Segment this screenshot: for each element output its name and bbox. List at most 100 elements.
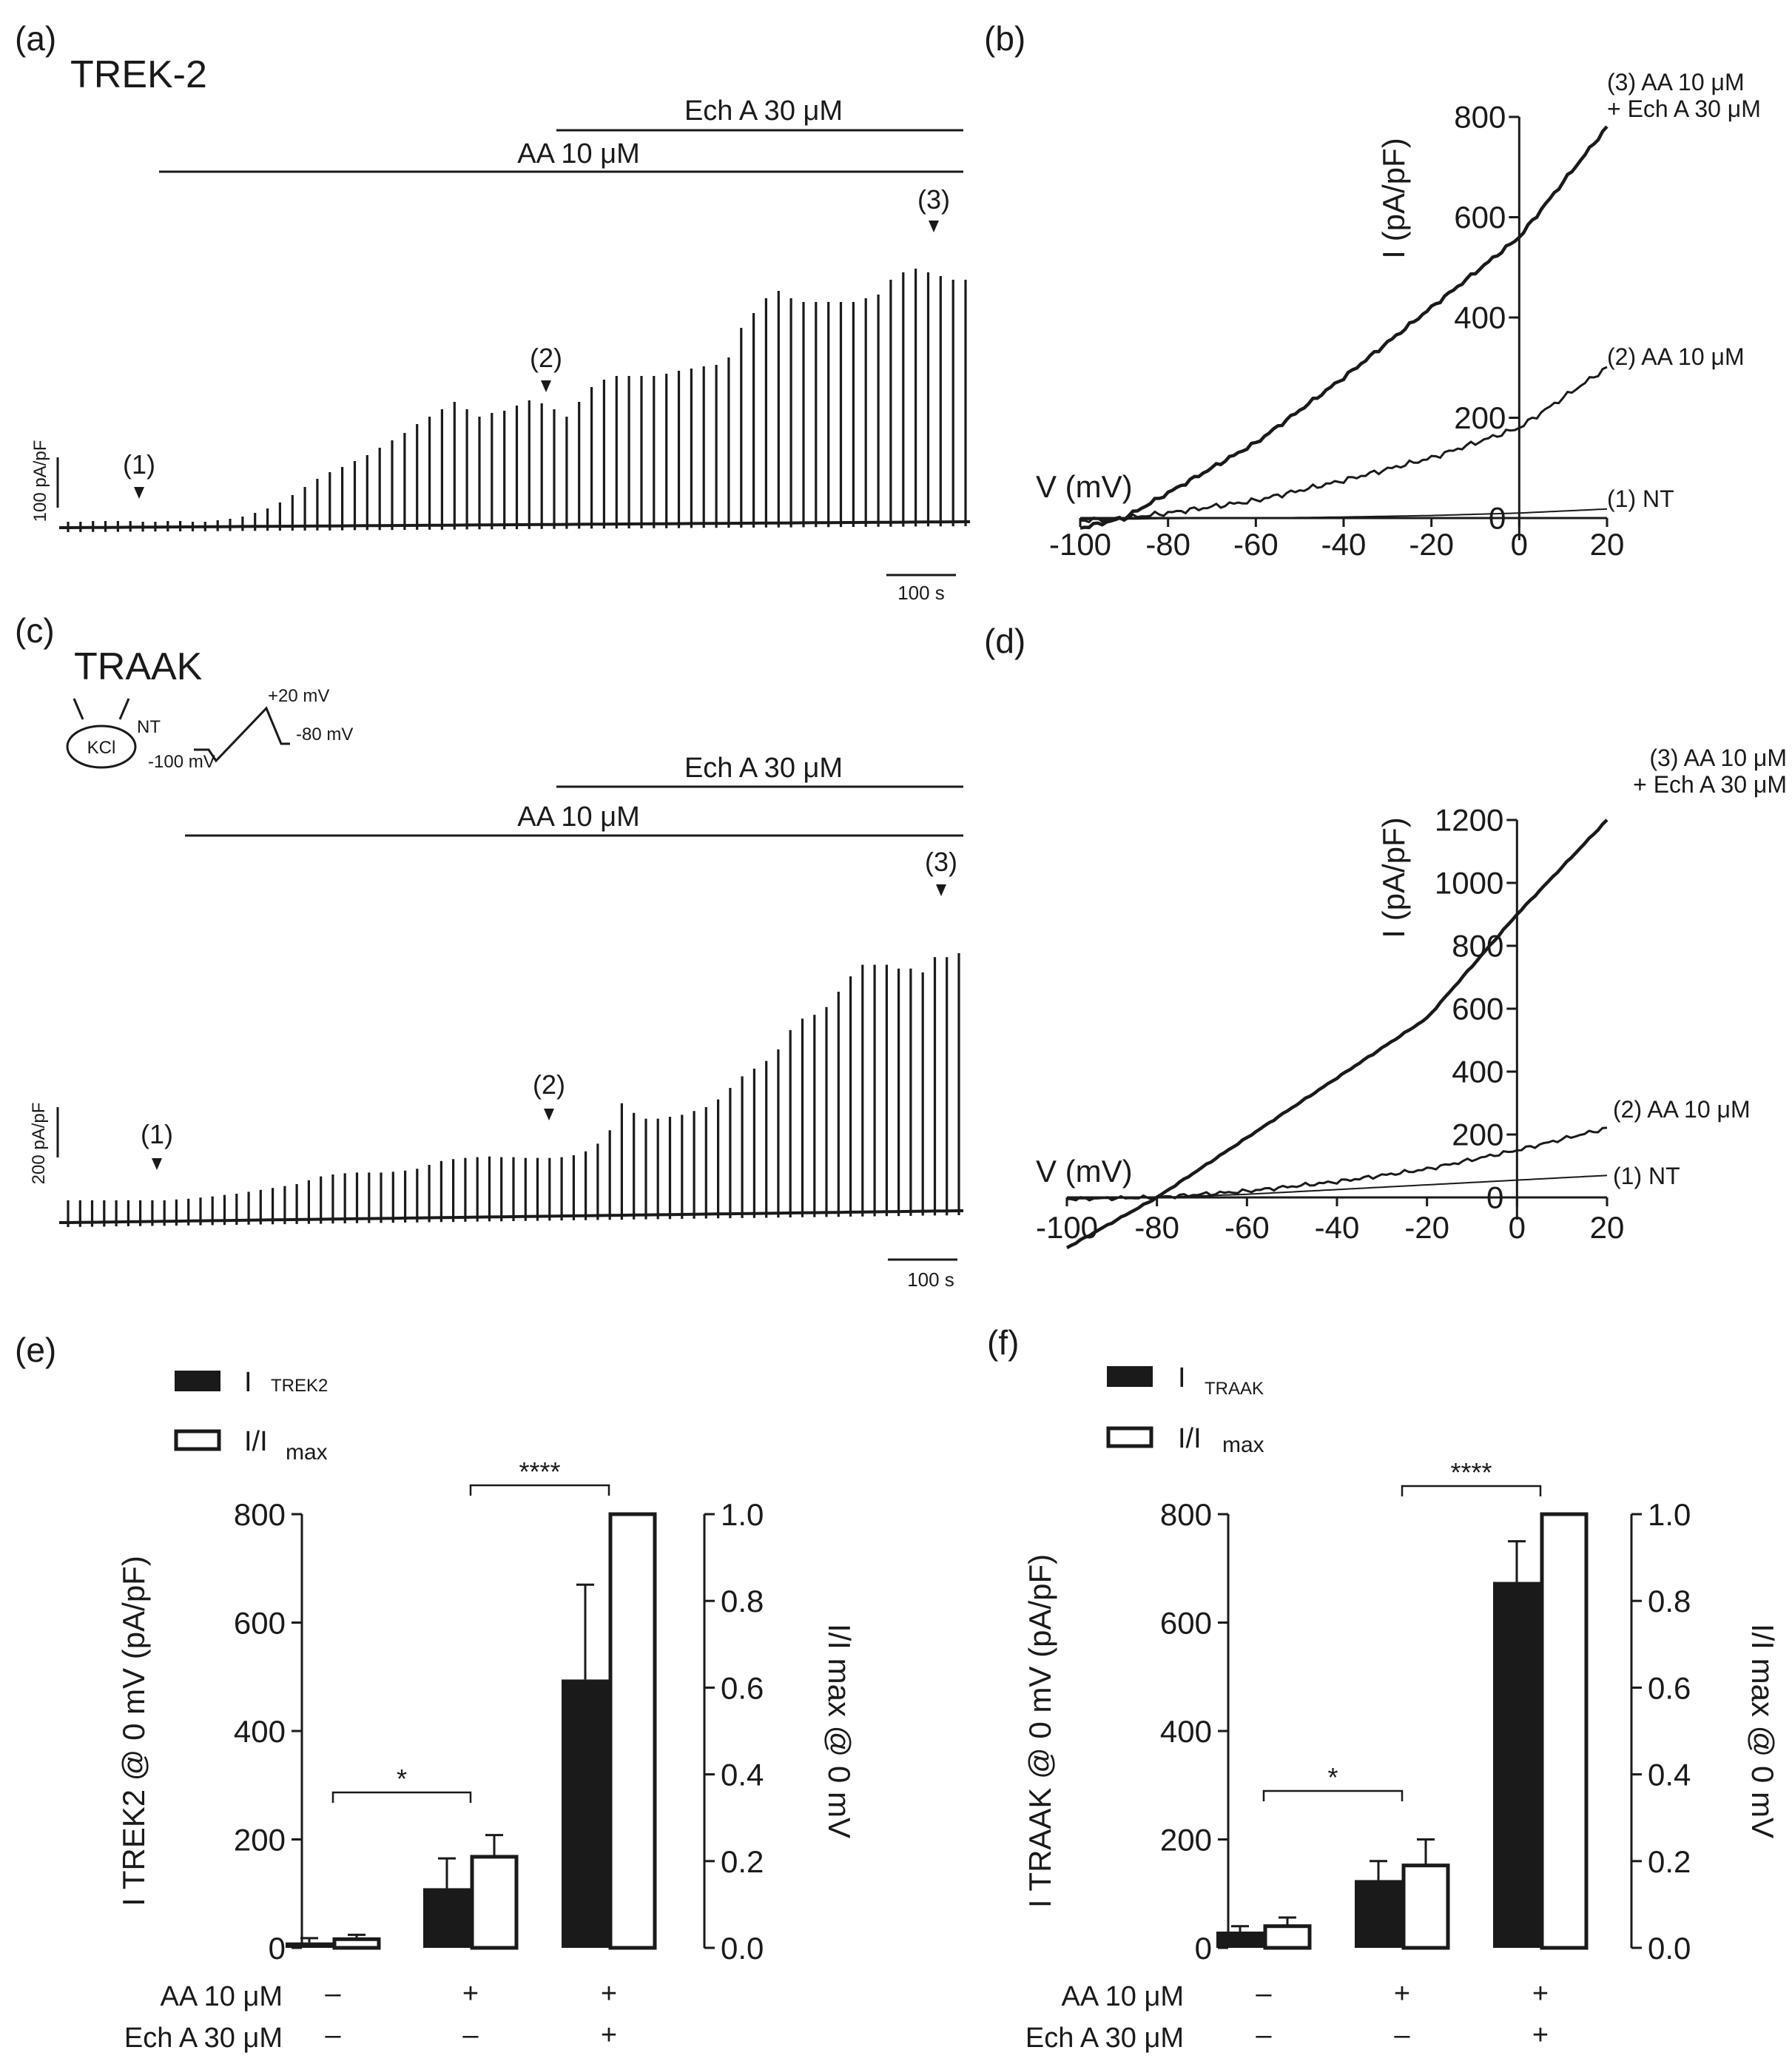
x-tick-label: 0 xyxy=(1509,1210,1526,1245)
treatment-label-2: Ech A 30 μM xyxy=(124,2023,283,2054)
panel-c-letter: (c) xyxy=(15,611,55,650)
panel-a-scale-x-label: 100 s xyxy=(897,582,945,604)
panel-c-marker-1: (1) xyxy=(141,1119,173,1149)
right-tick-label: 0.4 xyxy=(721,1758,764,1792)
bar-filled-3 xyxy=(562,1679,609,1948)
x-tick-label: -40 xyxy=(1315,1210,1360,1245)
y-axis-title: I (pA/pF) xyxy=(1376,138,1411,258)
y-tick-label: 200 xyxy=(1452,1117,1503,1152)
panel-e-legend-open-swatch xyxy=(174,1429,221,1451)
panel-f-legend-2-main: I/I xyxy=(1178,1423,1202,1454)
treatment-label-1: AA 10 μM xyxy=(160,1981,283,2012)
y-tick-label: 0 xyxy=(1486,1180,1503,1215)
baseline-trace xyxy=(59,1209,963,1224)
y-tick-label: 400 xyxy=(1454,300,1506,335)
panel-f-bar-chart: 0 200 400 600 800 0.0 0.2 0.4 0.6 0.8 1.0 I TRAAK @… xyxy=(1023,1457,1780,2054)
left-tick-label: 200 xyxy=(234,1823,286,1858)
y-tick-label: 200 xyxy=(1454,400,1506,435)
series-label-3: (3) AA 10 μM xyxy=(1649,745,1787,771)
right-tick-label: 0.0 xyxy=(721,1931,764,1966)
x-tick-label: -60 xyxy=(1233,527,1279,562)
x-axis-title: V (mV) xyxy=(1036,469,1133,504)
panel-f-legend-open-swatch xyxy=(1106,1426,1153,1448)
panel-a-aa-label: AA 10 μM xyxy=(517,138,640,169)
series-label-3: (3) AA 10 μM xyxy=(1607,69,1745,95)
x-axis-title: V (mV) xyxy=(1036,1154,1133,1189)
cell-ellipse xyxy=(66,725,137,769)
y-tick-label: 400 xyxy=(1452,1055,1503,1089)
panel-f-legend-2-sub: max xyxy=(1222,1433,1264,1457)
x-tick-label: 20 xyxy=(1590,1210,1625,1245)
right-tick-label: 0.6 xyxy=(1648,1670,1691,1705)
y-tick-label: 600 xyxy=(1454,200,1506,235)
right-tick-label: 1.0 xyxy=(721,1497,764,1532)
panel-f-legend-1-sub: TRAAK xyxy=(1205,1379,1264,1399)
significance-bracket-1 xyxy=(331,1791,472,1803)
x-tick-label: -20 xyxy=(1409,527,1454,562)
right-tick-label: 0.2 xyxy=(1648,1844,1691,1879)
panel-a-arrow-1 xyxy=(134,487,144,499)
right-tick-label: 0.4 xyxy=(1648,1758,1691,1792)
left-axis-title: I TREK2 @ 0 mV (pA/pF) xyxy=(116,1556,151,1906)
panel-c-arrow-1 xyxy=(152,1158,162,1170)
left-tick-label: 800 xyxy=(1160,1497,1212,1532)
series-label-3: + Ech A 30 μM xyxy=(1633,771,1787,798)
right-tick-label: 0.6 xyxy=(721,1670,764,1705)
bar-filled-1 xyxy=(1216,1932,1264,1948)
x-tick-label: -100 xyxy=(1049,527,1111,562)
panel-c-arrow-3 xyxy=(936,884,946,896)
panel-a: (a) TREK-2 Ech A 30 μM AA 10 μM (1) (2) … xyxy=(15,19,970,604)
panel-a-letter: (a) xyxy=(15,19,56,58)
series-label-2: (2) AA 10 μM xyxy=(1607,343,1745,370)
treatment-sign-1-3: + xyxy=(601,1978,617,2009)
treatment-sign-2-1: – xyxy=(1256,2020,1272,2051)
panel-a-marker-1: (1) xyxy=(123,449,155,480)
y-tick-label: 600 xyxy=(1452,992,1503,1026)
left-tick-label: 600 xyxy=(1160,1606,1212,1641)
significance-label-1: * xyxy=(1327,1762,1338,1792)
bar-filled-3 xyxy=(1493,1582,1540,1948)
series-line-1 xyxy=(1080,508,1608,520)
x-tick-label: -20 xyxy=(1404,1210,1449,1245)
panel-a-arrow-3 xyxy=(929,221,939,232)
panel-c-aa-label: AA 10 μM xyxy=(517,801,640,833)
bar-open-2 xyxy=(470,1855,519,1950)
inset-vstart-label: -100 mV xyxy=(148,752,215,772)
panel-e-legend-1-sub: TREK2 xyxy=(271,1376,328,1396)
treatment-sign-2-1: – xyxy=(325,2020,341,2051)
series-label-3: + Ech A 30 μM xyxy=(1607,95,1761,122)
panel-a-scale-y-label: 100 pA/pF xyxy=(30,440,50,522)
pipette-left xyxy=(73,698,84,720)
right-tick-label: 0.8 xyxy=(1648,1584,1691,1619)
panel-f-letter: (f) xyxy=(987,1323,1019,1362)
series-label-2: (2) AA 10 μM xyxy=(1613,1096,1751,1123)
panel-c-marker-3: (3) xyxy=(925,847,957,877)
x-tick-label: -60 xyxy=(1225,1210,1270,1245)
treatment-sign-2-3: + xyxy=(1532,2020,1549,2051)
left-axis-title: I TRAAK @ 0 mV (pA/pF) xyxy=(1023,1554,1057,1908)
bar-open-1 xyxy=(1263,1924,1312,1950)
series-line-1 xyxy=(1066,1174,1608,1200)
x-tick-label: -100 xyxy=(1036,1210,1098,1245)
inset-nt-label: NT xyxy=(137,717,161,737)
left-tick-label: 800 xyxy=(234,1497,286,1532)
series-line-3 xyxy=(1065,819,1609,1249)
treatment-sign-2-2: – xyxy=(462,2020,479,2051)
panel-c-ech-label: Ech A 30 μM xyxy=(684,753,843,784)
panel-c-marker-2: (2) xyxy=(533,1069,565,1100)
panel-a-marker-3: (3) xyxy=(917,184,950,215)
inset-vpeak-label: +20 mV xyxy=(268,686,329,706)
inset-kcl-label: KCl xyxy=(87,738,116,758)
panel-d-letter: (d) xyxy=(984,622,1025,660)
panel-d: (d) -100 -80 -60 -40 -20 0 2002004006008001000… xyxy=(984,622,1787,1249)
right-axis-title: I/I max @ 0 mV xyxy=(1745,1624,1780,1838)
bar-open-3 xyxy=(1540,1512,1589,1950)
treatment-sign-1-3: + xyxy=(1532,1978,1549,2009)
left-tick-label: 0 xyxy=(1195,1931,1212,1966)
panel-e-letter: (e) xyxy=(15,1331,56,1369)
bar-filled-2 xyxy=(1355,1880,1402,1948)
significance-label-2: **** xyxy=(519,1456,560,1487)
right-tick-label: 1.0 xyxy=(1648,1497,1691,1532)
right-tick-label: 0.0 xyxy=(1648,1931,1691,1966)
